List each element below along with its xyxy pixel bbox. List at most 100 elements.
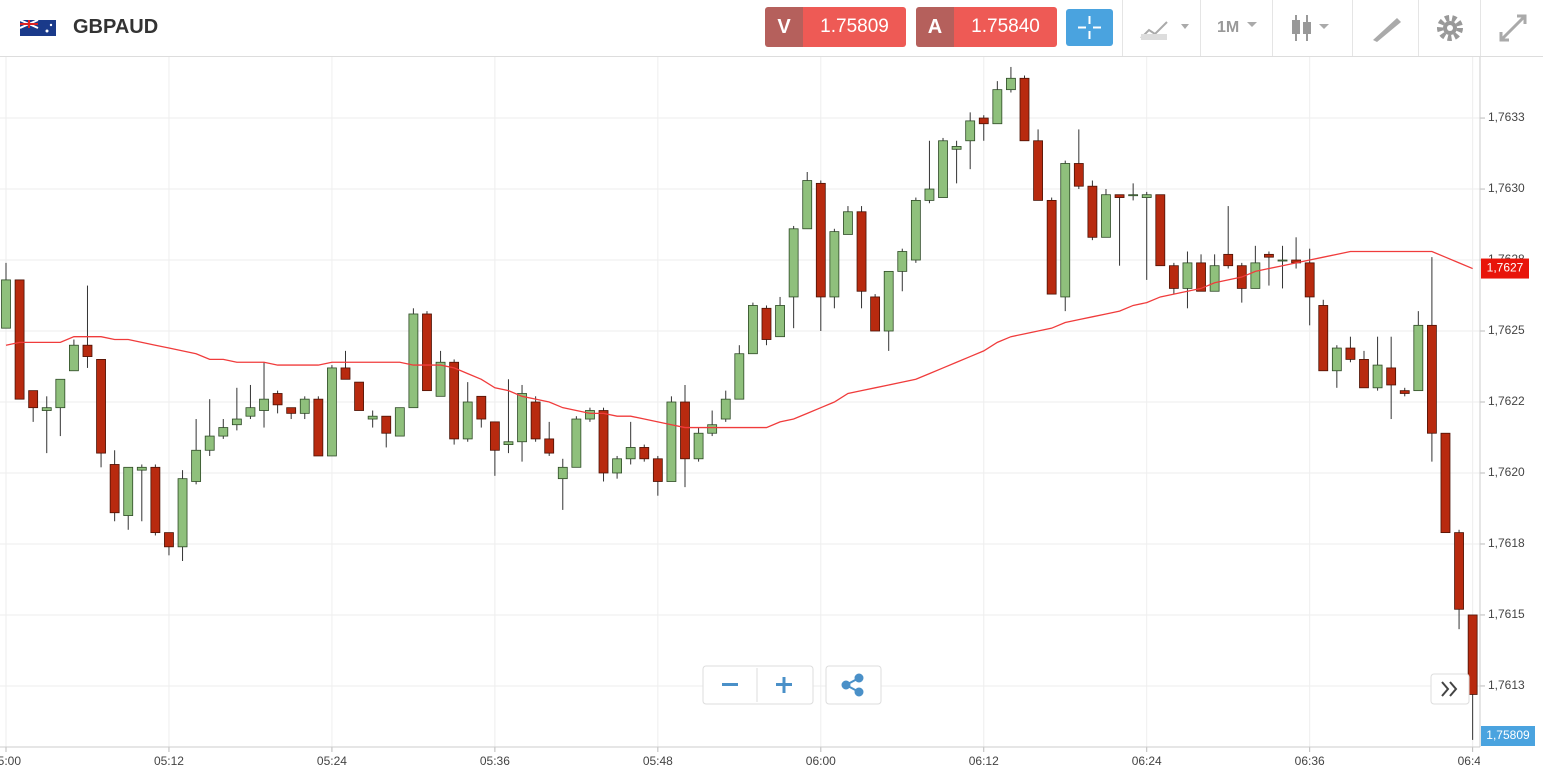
scroll-right[interactable]: [1430, 673, 1470, 705]
candle-body: [367, 415, 378, 420]
candle-body: [1087, 185, 1098, 238]
x-tick-label: 05:24: [317, 754, 347, 768]
candle-body: [530, 401, 541, 440]
candle-body: [1304, 262, 1315, 298]
candle-body: [422, 313, 432, 392]
candle-body: [28, 390, 39, 409]
candle-body: [1033, 140, 1043, 201]
candle-body: [1182, 262, 1193, 289]
candle-body: [1318, 305, 1329, 372]
candle-body: [218, 427, 229, 437]
zoom-controls[interactable]: [702, 665, 1470, 705]
y-axis: 1,76331,76301,76281,76251,76221,76201,76…: [1480, 110, 1525, 692]
share-icon[interactable]: [841, 673, 864, 697]
candle-body: [449, 361, 460, 440]
candle-body: [1168, 265, 1179, 289]
candle-body: [340, 367, 351, 380]
candle-body: [965, 120, 976, 142]
settings-icon: [1437, 15, 1463, 41]
x-tick-label: 06:48: [1458, 754, 1488, 768]
candle-body: [748, 305, 758, 355]
candle-body: [951, 146, 962, 150]
crosshair-button[interactable]: [1066, 9, 1113, 46]
moving-average-line: [5, 250, 1473, 429]
candle-body: [123, 466, 134, 516]
candle-body: [775, 305, 785, 338]
candle-body: [870, 296, 881, 332]
draw-button[interactable]: [1352, 0, 1419, 56]
candle-body: [231, 418, 242, 426]
candle-body: [625, 447, 636, 460]
candle-body: [680, 401, 690, 460]
chart-type-button[interactable]: [1272, 0, 1353, 56]
candle-body: [1427, 324, 1437, 434]
ask-button[interactable]: A 1.75840: [916, 7, 1057, 47]
indicator-button[interactable]: [1122, 0, 1201, 56]
candle-body: [761, 307, 772, 340]
fullscreen-button[interactable]: [1480, 0, 1543, 56]
candle-body: [55, 378, 66, 409]
zoom-out[interactable]: [722, 683, 738, 686]
candle-body: [96, 359, 106, 454]
y-tick-label: 1,7618: [1488, 536, 1525, 550]
candle-body: [69, 344, 79, 372]
candle-body: [408, 313, 419, 409]
candle-body: [1467, 614, 1478, 695]
candle-body: [1359, 359, 1369, 389]
timeframe-button[interactable]: 1M: [1200, 0, 1273, 56]
candle-body: [177, 478, 188, 548]
candle-body: [992, 89, 1003, 125]
fullscreen-icon: [1499, 14, 1527, 42]
candle-body: [585, 410, 595, 420]
x-tick-label: 05:48: [643, 754, 673, 768]
chart-type-icon: [1292, 15, 1329, 41]
candle-body: [978, 117, 989, 125]
y-tick-label: 1,7625: [1488, 323, 1525, 337]
y-tick-label: 1,7633: [1488, 110, 1525, 124]
x-tick-label: 06:00: [806, 754, 836, 768]
candle-body: [1114, 194, 1125, 198]
candle-body: [517, 393, 527, 443]
candle-body: [136, 466, 147, 471]
candle-body: [639, 447, 650, 460]
plot-area: [1, 66, 1478, 740]
candle-body: [503, 441, 514, 445]
zoom-in[interactable]: [782, 677, 786, 693]
candle-body: [1250, 262, 1261, 289]
candle-body: [286, 407, 297, 414]
symbol: GBPAUD: [73, 16, 159, 38]
candle-body: [612, 458, 622, 474]
candle-body: [910, 199, 921, 261]
candle-body: [1345, 347, 1356, 360]
bid-button[interactable]: V 1.75809: [765, 7, 906, 47]
timeframe: 1M: [1217, 19, 1240, 36]
candle-body: [652, 458, 663, 482]
candle-body: [883, 270, 894, 332]
settings-button[interactable]: [1418, 0, 1481, 56]
candle-body: [815, 182, 826, 298]
zoom-box[interactable]: [702, 665, 814, 705]
candle-body: [245, 407, 256, 417]
share-box[interactable]: [825, 665, 882, 705]
x-tick-label: 06:12: [969, 754, 999, 768]
y-tick-label: 1,7630: [1488, 181, 1525, 195]
candle-body: [354, 381, 364, 411]
candle-body: [1277, 259, 1288, 262]
y-tick-label: 1,7615: [1488, 607, 1525, 621]
candle-body: [544, 438, 555, 454]
candle-body: [299, 398, 310, 414]
candle-body: [1454, 532, 1464, 610]
x-tick-label: 05:12: [154, 754, 184, 768]
candle-body: [843, 211, 853, 235]
candle-body: [720, 398, 731, 420]
candle-body: [829, 231, 840, 298]
candle-body: [1264, 253, 1274, 258]
candle-body: [394, 407, 405, 437]
candle-body: [1006, 77, 1016, 91]
candle-body: [150, 466, 161, 534]
ma-badge-label: 1,7627: [1487, 261, 1524, 275]
last-badge: [1481, 726, 1535, 746]
candle-body: [1209, 265, 1220, 292]
candle-body: [272, 393, 283, 406]
